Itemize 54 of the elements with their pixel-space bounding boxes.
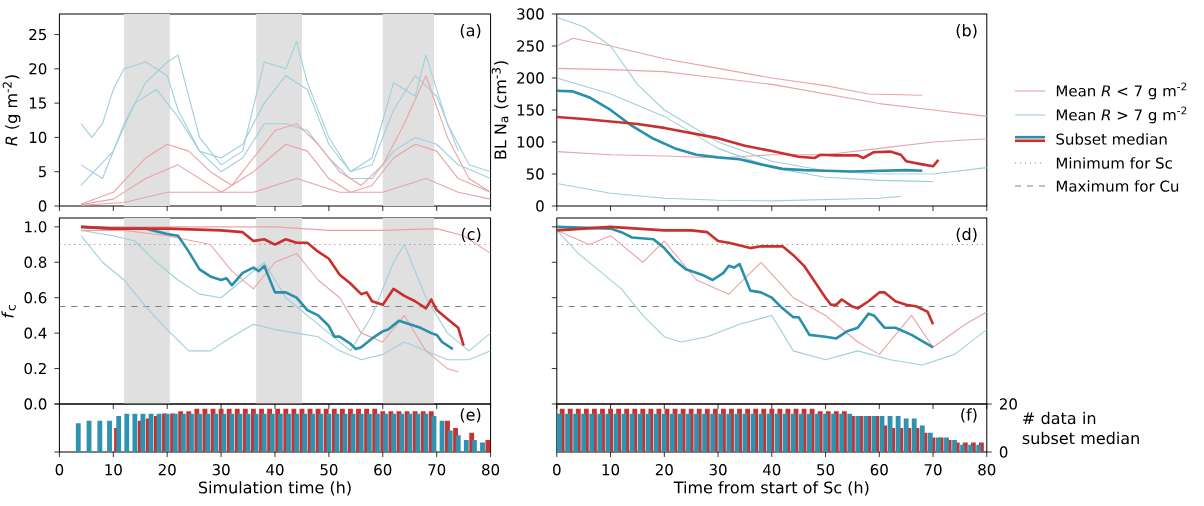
y-tick-label: 50 [526, 168, 544, 180]
y-tick-label: 20 [29, 63, 47, 75]
x-tick-label: 20 [655, 464, 673, 476]
x-tick-label: 60 [870, 464, 888, 476]
annotation: (b) [956, 24, 977, 39]
legend-label: Mean R < 7 g m$^{-2}$ [1056, 82, 1187, 100]
y-axis-title: R (g m$^{-2}$) [2, 75, 21, 146]
x-tick-label: 0 [55, 464, 64, 476]
x-tick-label: 30 [212, 464, 230, 476]
x-tick-label: 0 [553, 464, 561, 476]
x-tick-label: 40 [266, 464, 284, 476]
annotation: (e) [460, 408, 481, 423]
y-tick-label: 25 [29, 28, 47, 41]
x-tick-label: 80 [978, 464, 996, 476]
legend-label: Minimum for Sc [1056, 157, 1172, 169]
legend-label: Mean R > 7 g m$^{-2}$ [1056, 106, 1187, 124]
y-axis-title: f$_{c}$ [1, 305, 16, 318]
x-tick-label: 70 [924, 464, 942, 476]
y-tick-label: 5 [38, 166, 47, 178]
y-tick-label: 150 [517, 104, 544, 116]
y-tick-label: 100 [517, 136, 544, 148]
x-tick-label: 20 [158, 464, 176, 476]
legend-label: Maximum for Cu [1056, 180, 1179, 192]
y-tick-label: 300 [517, 8, 544, 20]
annotation: (d) [956, 227, 977, 243]
x-tick-label: 10 [105, 464, 122, 476]
annotation: (c) [461, 227, 481, 243]
y-tick-label: 0.6 [24, 292, 47, 304]
y-tick-label: 0 [38, 200, 47, 212]
annotation: (f) [961, 408, 977, 423]
x-tick-label: 10 [602, 464, 620, 476]
x-tick-label: 50 [817, 464, 835, 476]
x-tick-label: 30 [709, 464, 727, 476]
x-tick-label: 40 [762, 464, 781, 476]
y-tick-label: 0.2 [24, 362, 46, 375]
annotation: (a) [460, 24, 481, 39]
y-axis-title: # data in subset median [1022, 411, 1139, 445]
y-tick-label: 15 [29, 97, 47, 109]
y-tick-label: 10 [29, 131, 47, 144]
x-tick-label: 70 [428, 464, 446, 476]
y-tick-label: 200 [517, 72, 544, 84]
y-tick-label: 0.4 [24, 327, 47, 339]
y-tick-label: 0.0 [24, 398, 47, 410]
y-tick-label: 0 [536, 200, 544, 212]
x-tick-label: 60 [374, 464, 392, 476]
y-tick-label: 250 [517, 40, 544, 52]
x-axis-title: Time from start of Sc (h) [673, 481, 869, 496]
y-tick-label: 0.8 [24, 256, 47, 268]
y-axis-title: BL N$_{a}$ (cm$^{-3}$) [491, 61, 509, 159]
legend-label: Subset median [1056, 133, 1167, 145]
x-tick-label: 50 [320, 464, 338, 476]
x-tick-label: 80 [482, 464, 500, 476]
x-axis-title: Simulation time (h) [198, 481, 351, 496]
y-tick-label: 1.0 [25, 221, 47, 233]
